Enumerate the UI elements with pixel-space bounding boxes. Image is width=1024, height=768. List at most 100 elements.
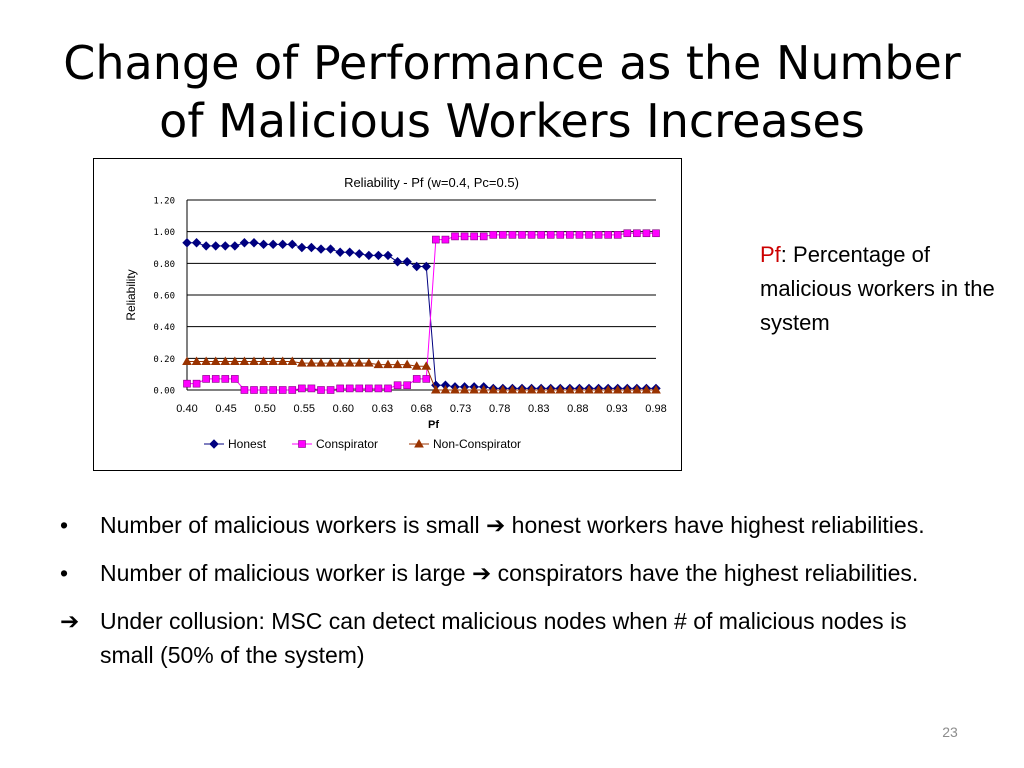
x-tick-label: 0.88 bbox=[567, 403, 588, 415]
data-point-conspirator bbox=[566, 231, 574, 239]
data-point-non-conspirator bbox=[210, 356, 221, 365]
data-point-conspirator bbox=[527, 231, 536, 239]
data-point-conspirator bbox=[585, 231, 593, 239]
data-point-conspirator bbox=[470, 232, 478, 241]
legend-marker bbox=[414, 438, 424, 448]
data-point-non-conspirator bbox=[249, 356, 259, 365]
data-point-honest bbox=[191, 238, 202, 248]
data-point-non-conspirator bbox=[536, 384, 547, 394]
data-point-conspirator bbox=[250, 386, 258, 394]
data-point-honest bbox=[239, 238, 250, 248]
data-point-non-conspirator bbox=[268, 356, 279, 365]
data-point-honest bbox=[402, 257, 412, 267]
data-point-non-conspirator bbox=[402, 359, 413, 369]
data-point-honest bbox=[316, 244, 326, 254]
data-point-non-conspirator bbox=[507, 384, 518, 394]
data-point-non-conspirator bbox=[564, 384, 575, 394]
slide-title: Change of Performance as the Number of M… bbox=[0, 34, 1024, 150]
data-point-honest bbox=[392, 257, 403, 267]
data-point-non-conspirator bbox=[469, 384, 480, 394]
data-point-conspirator bbox=[499, 231, 507, 239]
data-point-honest bbox=[383, 250, 393, 261]
data-point-non-conspirator bbox=[325, 358, 336, 367]
data-point-conspirator bbox=[384, 384, 392, 393]
data-point-non-conspirator bbox=[555, 384, 566, 394]
data-point-non-conspirator bbox=[631, 384, 642, 394]
data-point-conspirator bbox=[269, 386, 277, 394]
legend-label: Honest bbox=[228, 437, 267, 451]
legend-label: Conspirator bbox=[316, 437, 378, 451]
data-point-honest bbox=[373, 250, 384, 261]
data-point-non-conspirator bbox=[296, 358, 307, 367]
data-point-conspirator bbox=[518, 231, 526, 239]
data-point-non-conspirator bbox=[545, 384, 556, 394]
data-point-honest bbox=[211, 241, 221, 251]
data-point-non-conspirator bbox=[287, 356, 298, 365]
data-point-conspirator bbox=[403, 381, 411, 390]
bullet-text-after: honest workers have highest reliabilitie… bbox=[511, 512, 925, 538]
data-point-conspirator bbox=[278, 386, 287, 394]
data-point-honest bbox=[278, 239, 288, 250]
x-tick-label: 0.60 bbox=[333, 403, 354, 415]
data-point-non-conspirator bbox=[239, 356, 250, 365]
data-point-non-conspirator bbox=[191, 356, 202, 365]
reliability-chart-svg: Reliability - Pf (w=0.4, Pc=0.5) 0.00 0.20… bbox=[124, 175, 667, 451]
page-number: 23 bbox=[942, 724, 958, 740]
data-point-honest bbox=[354, 249, 364, 259]
x-tick-label: 0.50 bbox=[254, 403, 275, 415]
data-point-conspirator bbox=[231, 375, 239, 383]
data-point-non-conspirator bbox=[641, 384, 652, 394]
right-arrow-icon: ➔ bbox=[471, 560, 492, 586]
bullet-text-before: Number of malicious worker is large bbox=[100, 560, 466, 586]
data-point-conspirator bbox=[317, 386, 325, 394]
data-point-honest bbox=[287, 239, 297, 250]
data-point-non-conspirator bbox=[306, 358, 317, 367]
bullet-list: • Number of malicious workers is small ➔… bbox=[60, 508, 960, 672]
x-tick-label: 0.63 bbox=[372, 403, 393, 415]
data-point-conspirator bbox=[575, 231, 584, 239]
data-point-conspirator bbox=[556, 231, 565, 239]
data-point-honest bbox=[201, 241, 211, 251]
data-point-conspirator bbox=[537, 231, 545, 239]
data-point-non-conspirator bbox=[488, 384, 499, 394]
data-point-honest bbox=[325, 244, 336, 254]
y-tick-label: 1.00 bbox=[153, 228, 175, 238]
pf-definition-text: : Percentage of malicious workers in the… bbox=[760, 242, 995, 335]
x-tick-label: 0.73 bbox=[450, 403, 471, 415]
data-point-conspirator bbox=[374, 384, 383, 393]
y-tick-label: 0.20 bbox=[153, 355, 175, 365]
legend-marker bbox=[209, 439, 219, 449]
data-point-conspirator bbox=[240, 386, 249, 394]
data-point-non-conspirator bbox=[421, 361, 432, 370]
x-tick-label: 0.68 bbox=[411, 403, 432, 415]
data-point-non-conspirator bbox=[440, 384, 451, 394]
data-point-conspirator bbox=[336, 384, 344, 393]
data-point-non-conspirator bbox=[526, 384, 537, 394]
slide-title-line-2: of Malicious Workers Increases bbox=[159, 94, 865, 148]
data-point-honest bbox=[335, 247, 345, 257]
bullet-dot: • bbox=[60, 560, 69, 586]
data-point-conspirator bbox=[211, 375, 220, 383]
chart-title: Reliability - Pf (w=0.4, Pc=0.5) bbox=[344, 175, 519, 190]
y-tick-label: 0.00 bbox=[153, 387, 175, 397]
y-axis-label: Reliability bbox=[124, 269, 138, 320]
y-tick-label: 0.60 bbox=[153, 292, 175, 302]
right-arrow-icon: ➔ bbox=[485, 512, 506, 538]
data-point-honest bbox=[258, 239, 269, 250]
data-point-conspirator bbox=[594, 231, 603, 239]
bullet-text-after: conspirators have the highest reliabilit… bbox=[497, 560, 919, 586]
data-point-non-conspirator bbox=[651, 384, 661, 394]
data-point-non-conspirator bbox=[603, 384, 614, 394]
data-point-conspirator bbox=[307, 384, 316, 393]
x-axis-label: Pf bbox=[428, 419, 439, 431]
data-point-honest bbox=[364, 250, 374, 261]
data-point-conspirator bbox=[642, 229, 651, 238]
data-point-non-conspirator bbox=[612, 384, 623, 394]
data-point-non-conspirator bbox=[593, 384, 604, 394]
data-point-non-conspirator bbox=[182, 356, 192, 365]
data-point-non-conspirator bbox=[373, 359, 384, 369]
x-tick-label: 0.55 bbox=[294, 403, 315, 415]
series-line-non-conspirator bbox=[187, 361, 656, 391]
data-point-non-conspirator bbox=[277, 356, 288, 365]
data-point-conspirator bbox=[298, 384, 306, 393]
